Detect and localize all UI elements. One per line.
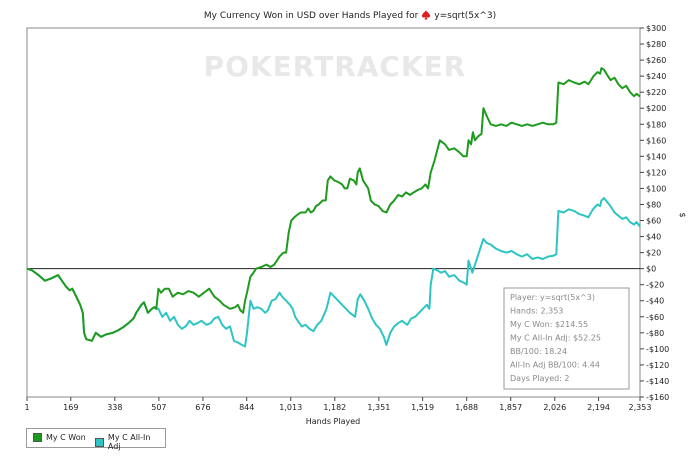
x-tick-label: 338 [107,403,122,412]
chart-title: My Currency Won in USD over Hands Played… [0,10,700,21]
y-tick-label: $160 [646,136,666,145]
y-tick-label: -$120 [646,361,669,370]
y-tick-label: $0 [646,265,656,274]
legend: My C Won My C All-In Adj [26,428,166,451]
y-tick-label: $300 [646,24,666,33]
stats-line: BB/100: 18.24 [510,347,567,356]
y-tick-label: -$40 [646,297,664,306]
y-tick-label: $200 [646,104,666,113]
x-axis: 1 169 338 507 676 844 1,013 1,182 1,351 1,519 1,68… [24,397,651,412]
y-tick-label: $220 [646,88,666,97]
legend-label-allin: My C All-In Adj [107,433,151,451]
chart-title-text: My Currency Won in USD over Hands Played… [203,11,419,21]
y-tick-label: $140 [646,152,666,161]
y-tick-label: $280 [646,40,666,49]
stats-line: All-In Adj BB/100: 4.44 [510,361,600,370]
plot-area [26,27,641,398]
y-tick-label: $80 [646,200,661,209]
x-tick-label: 2,194 [587,403,610,412]
legend-swatch-allin [95,437,104,447]
x-tick-label: 507 [151,403,166,412]
x-tick-label: 844 [239,403,254,412]
stats-line: My C Won: $214.55 [510,320,588,329]
y-tick-label: -$100 [646,345,669,354]
x-tick-label: 1,688 [455,403,478,412]
x-tick-label: 1,182 [323,403,346,412]
y-tick-label: $20 [646,249,661,258]
y-tick-label: -$20 [646,281,664,290]
y-tick-label: $100 [646,184,666,193]
x-tick-label: 2,026 [543,403,566,412]
legend-item-allin[interactable]: My C All-In Adj [95,433,165,451]
legend-label-won: My C Won [46,433,86,442]
x-tick-label: 1,351 [367,403,390,412]
y-tick-label: $120 [646,168,666,177]
x-axis-label: Hands Played [306,417,360,426]
x-tick-label: 1,857 [499,403,522,412]
series-layer [26,67,641,348]
y-axis-label: $ [678,212,687,217]
y-tick-label: $40 [646,233,661,242]
legend-item-won[interactable]: My C Won [33,433,86,442]
y-tick-label: $180 [646,120,666,129]
y-axis: $300 $280 $260 $240 $220 $200 $180 $160 $140 $120… [640,24,669,402]
stats-box: Player: y=sqrt(5x^3) Hands: 2,353 My C Won… [503,287,630,390]
x-tick-label: 676 [195,403,210,412]
legend-swatch-won [33,433,42,442]
stats-line: Player: y=sqrt(5x^3) [510,293,595,302]
chart-title-player: y=sqrt(5x^3) [434,11,497,21]
stats-line: My C All-In Adj: $52.25 [510,334,601,343]
series-line-my-c-won [26,67,641,342]
y-tick-label: -$140 [646,377,669,386]
y-tick-label: -$60 [646,313,664,322]
x-tick-label: 1,013 [279,403,302,412]
spade-logo-icon [422,10,431,20]
y-tick-label: -$160 [646,393,669,402]
y-tick-label: $260 [646,56,666,65]
x-tick-label: 1 [24,403,29,412]
x-tick-label: 2,353 [629,403,652,412]
x-tick-label: 169 [63,403,78,412]
x-tick-label: 1,519 [411,403,434,412]
stats-line: Days Played: 2 [510,374,570,383]
y-tick-label: $60 [646,217,661,226]
stats-line: Hands: 2,353 [510,307,563,316]
watermark: POKERTRACKER [204,50,467,83]
y-tick-label: $240 [646,72,666,81]
y-tick-label: -$80 [646,329,664,338]
